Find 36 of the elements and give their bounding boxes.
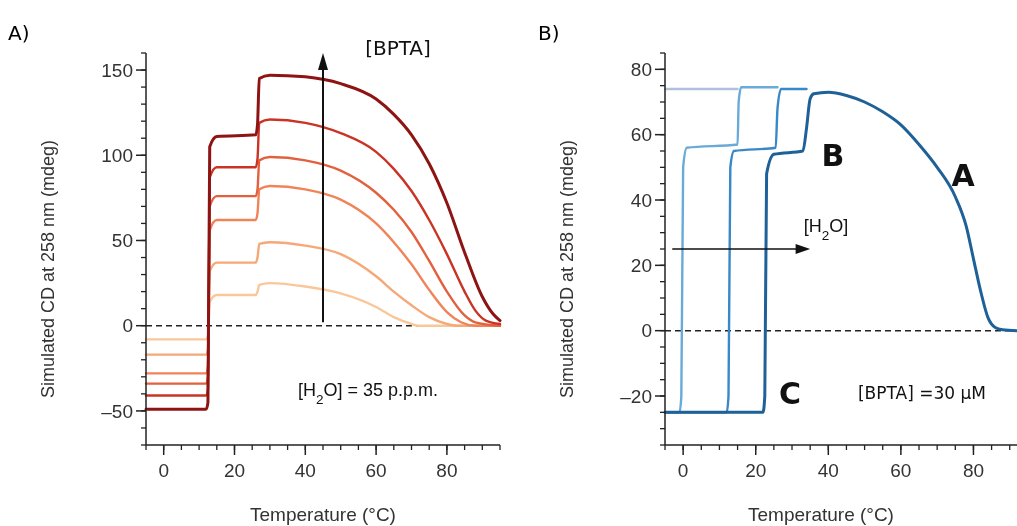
y-tick-label: –50 [101,400,133,422]
annotation: [H$_{2}$O] [803,216,849,243]
chart-title: B) [538,21,560,45]
x-tick-label: 40 [294,460,316,481]
x-axis-title: Temperature (°C) [748,504,894,525]
line-series [663,90,1017,414]
x-tick-label: 20 [223,460,246,481]
y-tick-label: 0 [122,315,133,337]
annotation: B [821,137,845,173]
x-axis-title: Temperature (°C) [250,504,396,525]
y-tick-label: 60 [630,124,652,146]
y-tick-label: 20 [630,254,652,276]
y-tick-label: 50 [111,230,133,252]
x-tick-label: 0 [158,460,169,481]
y-tick-label: –20 [620,385,652,407]
x-tick-label: 60 [890,460,912,481]
x-tick-label: 40 [817,460,839,481]
y-tick-label: 80 [630,58,652,80]
annotation: [H$_{2}$O] = 35 p.p.m. [297,380,439,407]
y-axis-title: Simulated CD at 258 nm (mdeg) [38,139,58,399]
annotation: [BPTA] [365,36,431,60]
x-tick-label: 80 [962,460,985,481]
annotation: A [951,157,976,193]
line-series [144,73,502,411]
y-tick-label: 0 [641,320,652,342]
y-axis-title: Simulated CD at 258 nm (mdeg) [557,139,577,399]
annotation: C [778,375,802,411]
y-tick-label: 100 [101,144,133,166]
x-tick-label: 0 [677,460,689,481]
y-tick-label: 40 [630,189,652,211]
x-tick-label: 80 [436,460,458,481]
annotation: [BPTA] =30 μM [857,382,987,403]
y-tick-label: 150 [101,59,133,81]
x-tick-label: 20 [745,460,767,481]
chart-title: A) [8,21,30,45]
x-tick-label: 60 [365,460,387,481]
